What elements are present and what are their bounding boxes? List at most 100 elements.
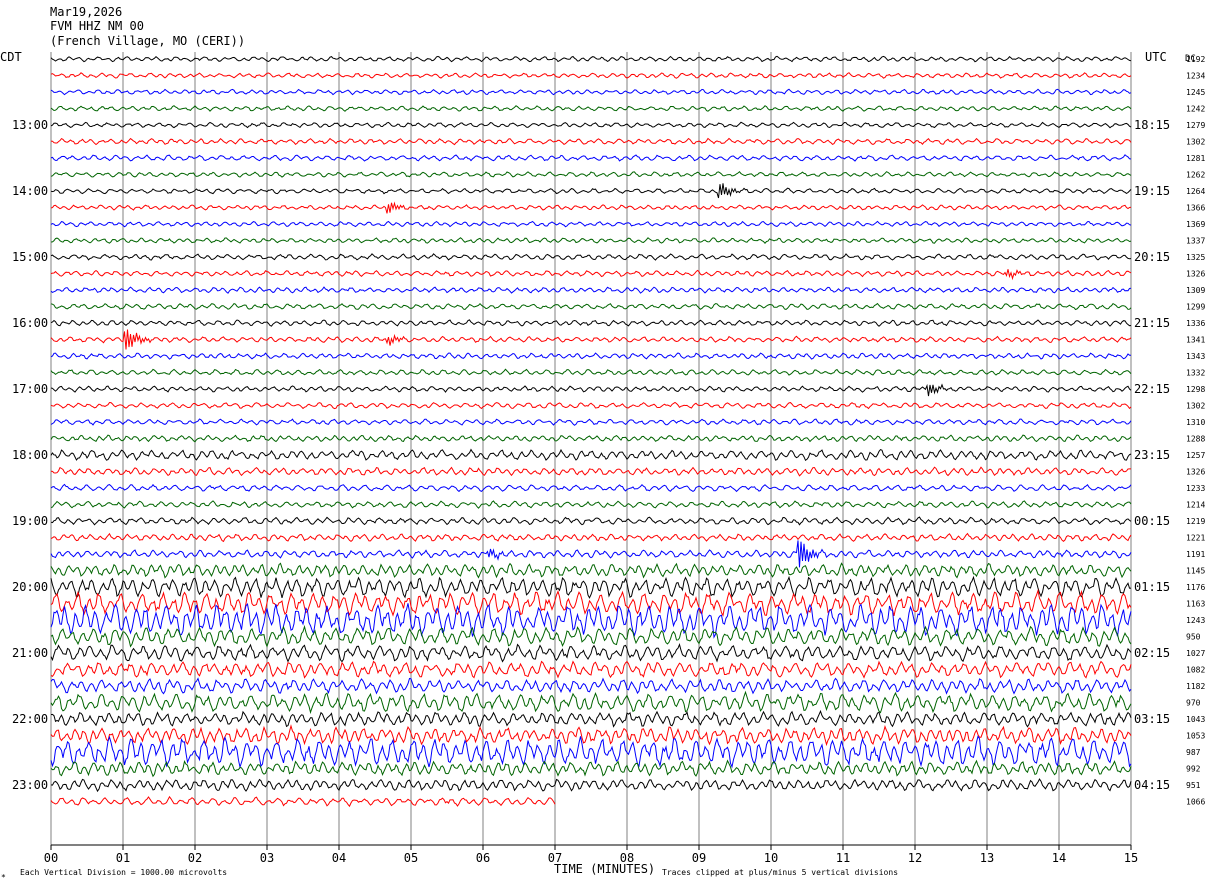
seismic-trace-line xyxy=(50,88,1132,96)
seismic-trace-line xyxy=(50,778,1132,793)
right-hour-label: 00:15 xyxy=(1134,514,1170,528)
x-tick-label: 09 xyxy=(692,851,706,865)
seismic-trace-line xyxy=(50,540,1132,568)
seismic-trace-line xyxy=(50,483,1132,493)
dc-offset-label: 1053 xyxy=(1186,732,1205,741)
dc-offset-label: 1337 xyxy=(1186,237,1205,246)
seismic-trace-line xyxy=(50,368,1132,376)
scale-note: Each Vertical Division = 1000.00 microvo… xyxy=(20,868,227,877)
seismic-trace-line xyxy=(50,253,1132,261)
x-tick-label: 00 xyxy=(44,851,58,865)
x-tick-label: 07 xyxy=(548,851,562,865)
left-hour-label: 19:00 xyxy=(12,514,48,528)
seismic-trace-line xyxy=(50,154,1132,162)
seismic-trace-line xyxy=(50,735,1132,770)
seismic-trace-line xyxy=(50,562,1132,579)
seismic-trace-line xyxy=(50,329,1132,350)
x-tick-label: 01 xyxy=(116,851,130,865)
left-hour-label: 21:00 xyxy=(12,646,48,660)
left-hour-label: 14:00 xyxy=(12,184,48,198)
seismic-trace-line xyxy=(50,795,556,808)
x-tick-label: 02 xyxy=(188,851,202,865)
dc-offset-label: 1219 xyxy=(1186,517,1205,526)
dc-offset-label: 950 xyxy=(1186,633,1201,642)
dc-offset-label: 1326 xyxy=(1186,270,1205,279)
seismic-trace-line xyxy=(50,588,1132,617)
seismic-trace-line xyxy=(50,269,1132,281)
dc-offset-label: 1325 xyxy=(1186,253,1205,262)
header-station: FVM HHZ NM 00 xyxy=(50,19,144,33)
right-timezone-label: UTC xyxy=(1145,50,1167,64)
dc-offset-label: 1264 xyxy=(1186,187,1205,196)
dc-offset-label: 1262 xyxy=(1186,171,1205,180)
x-tick-label: 14 xyxy=(1052,851,1066,865)
dc-offset-label: 1281 xyxy=(1186,154,1205,163)
dc-offset-label: 992 xyxy=(1186,765,1201,774)
seismic-trace-line xyxy=(50,624,1132,648)
dc-offset-label: 970 xyxy=(1186,699,1201,708)
dc-offset-label: 1066 xyxy=(1186,798,1205,807)
seismic-trace-line xyxy=(50,677,1132,695)
dc-offset-label: 1298 xyxy=(1186,385,1205,394)
x-axis-tick-labels: 00 01 02 03 04 05 06 07 08 09 10 11 12 13 14 15 xyxy=(44,845,1138,865)
dc-offset-labels: 1192 1234 1245 1242 1279 1302 1281 1262 1264 1366… xyxy=(1186,55,1205,807)
dc-offset-label: 1299 xyxy=(1186,303,1205,312)
dc-offset-label: 1242 xyxy=(1186,105,1205,114)
dc-offset-label: 1302 xyxy=(1186,402,1205,411)
seismic-trace-line xyxy=(50,183,1132,199)
dc-offset-label: 1257 xyxy=(1186,451,1205,460)
dc-offset-label: 951 xyxy=(1186,781,1201,790)
dc-offset-label: 1302 xyxy=(1186,138,1205,147)
dc-offset-label: 1279 xyxy=(1186,121,1205,130)
dc-offset-label: 1288 xyxy=(1186,435,1205,444)
dc-offset-label: 1214 xyxy=(1186,501,1205,510)
seismic-trace-line xyxy=(50,516,1132,526)
clip-note: Traces clipped at plus/minus 5 vertical … xyxy=(662,868,898,877)
dc-offset-label: 1145 xyxy=(1186,567,1205,576)
seismic-trace-line xyxy=(50,319,1132,327)
seismic-trace-line xyxy=(50,352,1131,360)
left-hour-label: 18:00 xyxy=(12,448,48,462)
dc-offset-label: 1332 xyxy=(1186,369,1205,378)
x-axis-title: TIME (MINUTES) xyxy=(554,862,655,876)
x-tick-label: 12 xyxy=(908,851,922,865)
seismic-trace-line xyxy=(50,603,1132,639)
seismic-trace-line xyxy=(50,759,1132,778)
dc-offset-label: 1369 xyxy=(1186,220,1205,229)
right-hour-label: 01:15 xyxy=(1134,580,1170,594)
seismic-trace-line xyxy=(50,121,1132,129)
x-tick-label: 06 xyxy=(476,851,490,865)
dc-offset-label: 1082 xyxy=(1186,666,1205,675)
corner-mark: * xyxy=(1,873,6,882)
seismic-trace-line xyxy=(50,237,1132,244)
left-timezone-label: CDT xyxy=(0,50,22,64)
header-location: (French Village, MO (CERI)) xyxy=(50,34,245,48)
seismic-trace-line xyxy=(50,434,1132,443)
seismic-trace-line xyxy=(50,401,1132,410)
dc-offset-label: 1234 xyxy=(1186,72,1205,81)
header-date: Mar19,2026 xyxy=(50,5,122,19)
dc-offset-label: 1343 xyxy=(1186,352,1205,361)
x-tick-label: 10 xyxy=(764,851,778,865)
seismic-trace-line xyxy=(50,302,1132,311)
dc-offset-label: 1182 xyxy=(1186,682,1205,691)
dc-offset-label: 1309 xyxy=(1186,286,1205,295)
seismic-trace-line xyxy=(50,709,1132,728)
right-hour-labels: 18:15 19:15 20:15 21:15 22:15 23:15 00:15 01:15… xyxy=(1134,118,1170,792)
right-hour-label: 02:15 xyxy=(1134,646,1170,660)
x-tick-label: 08 xyxy=(620,851,634,865)
seismic-traces xyxy=(50,55,1132,808)
right-hour-label: 21:15 xyxy=(1134,316,1170,330)
left-hour-label: 13:00 xyxy=(12,118,48,132)
dc-offset-label: 1233 xyxy=(1186,484,1205,493)
dc-offset-label: 1043 xyxy=(1186,715,1205,724)
right-hour-label: 23:15 xyxy=(1134,448,1170,462)
right-hour-label: 19:15 xyxy=(1134,184,1170,198)
dc-offset-label: 1326 xyxy=(1186,468,1205,477)
seismic-trace-line xyxy=(50,724,1132,747)
x-tick-label: 04 xyxy=(332,851,346,865)
dc-offset-label: 1366 xyxy=(1186,204,1205,213)
right-hour-label: 18:15 xyxy=(1134,118,1170,132)
x-tick-label: 11 xyxy=(836,851,850,865)
